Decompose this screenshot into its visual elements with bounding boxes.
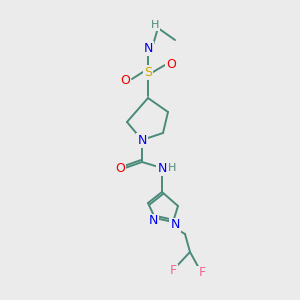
- Text: N: N: [157, 161, 167, 175]
- Text: O: O: [115, 161, 125, 175]
- Text: S: S: [144, 65, 152, 79]
- Text: O: O: [120, 74, 130, 86]
- Text: F: F: [198, 266, 206, 280]
- Text: H: H: [151, 20, 159, 30]
- Text: O: O: [166, 58, 176, 70]
- Text: H: H: [168, 163, 176, 173]
- Text: N: N: [137, 134, 147, 146]
- Text: N: N: [143, 41, 153, 55]
- Text: N: N: [170, 218, 180, 232]
- Text: F: F: [169, 265, 177, 278]
- Text: N: N: [148, 214, 158, 227]
